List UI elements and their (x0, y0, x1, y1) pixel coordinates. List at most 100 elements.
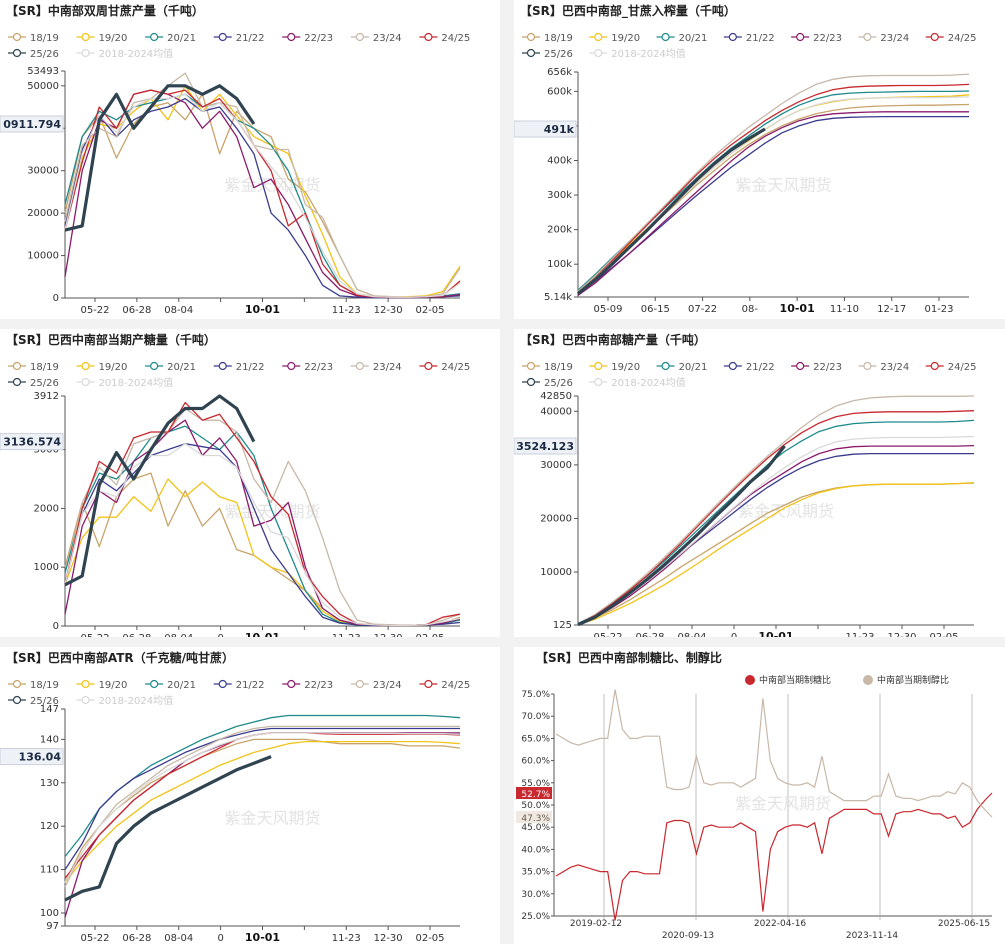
legend-label: 2018-2024均值 (99, 376, 174, 389)
current-value-box (516, 787, 552, 800)
chart-title: 【SR】巴西中南部糖产量（千吨） (520, 333, 706, 347)
chart-svg-cane-crush: 18/19 19/20 20/21 21/22 22/23 23/24 24/25 25/26… (514, 32, 977, 315)
legend-label: 2018-2024均值 (99, 694, 174, 707)
legend-label: 2018-2024均值 (99, 47, 174, 60)
legend-marker (12, 32, 22, 42)
y-tick-label: 55.0% (521, 779, 550, 789)
x-tick-label: 06-28 (122, 633, 151, 637)
legend-marker (863, 675, 873, 685)
legend-label: 19/20 (611, 33, 640, 44)
series-line (64, 755, 272, 902)
current-value-box (0, 748, 64, 766)
y-tick-label: 125 (553, 620, 572, 631)
legend-marker (661, 32, 670, 42)
legend-label: 18/19 (544, 33, 573, 44)
legend-label: 22/23 (304, 362, 333, 373)
legend-label: 20/21 (167, 33, 196, 44)
series-line (64, 93, 461, 298)
x-tick-label: 05-22 (80, 633, 109, 637)
legend-label: 25/26 (30, 49, 59, 60)
x-tick-label: 05-22 (80, 933, 109, 944)
x-tick-label: 05-22 (80, 305, 109, 316)
legend-marker (594, 361, 603, 371)
series-line (576, 127, 766, 295)
series-line (64, 419, 461, 627)
series-line (577, 115, 969, 295)
legend-marker (81, 377, 90, 387)
current-value-label: 0911.794 (3, 118, 61, 131)
legend-label: 23/24 (880, 362, 909, 373)
current-value-label: 52.7% (521, 790, 550, 800)
legend-label: 20/21 (679, 362, 708, 373)
x-tick-label: 08-04 (164, 933, 193, 944)
legend-label: 22/23 (813, 362, 842, 373)
chart-title: 【SR】中南部双周甘蔗产量（千吨） (6, 4, 204, 18)
y-tick-label: 30000 (540, 460, 572, 471)
x-tick-label: 08-04 (164, 305, 193, 316)
series-line (577, 481, 975, 626)
watermark: 紫金天风期货 (735, 176, 831, 195)
chart-title: 【SR】巴西中南部_甘蔗入榨量（千吨） (520, 4, 736, 18)
legend-marker (594, 32, 603, 42)
y-tick-label: 130 (40, 778, 59, 789)
row-divider-1 (0, 319, 1005, 329)
legend-marker (355, 361, 364, 371)
legend-label: 24/25 (948, 33, 977, 44)
x-tick-label: 0 (217, 633, 223, 637)
legend-label: 24/25 (441, 680, 470, 691)
series-line (64, 472, 461, 627)
series-line (64, 93, 461, 298)
chart-panel-sugar-total: 【SR】巴西中南部糖产量（千吨） 18/19 19/20 20/21 21/22 22/… (514, 329, 1005, 637)
y-tick-label: 35.0% (521, 868, 550, 878)
legend-label: 21/22 (746, 33, 775, 44)
y-tick-label: 300k (547, 190, 572, 201)
x-tick-label: 2022-04-16 (754, 919, 807, 929)
chart-panel-sugar-period: 【SR】巴西中南部当期产糖量（千吨） 18/19 19/20 20/21 21/22 2… (0, 329, 500, 637)
y-tick-label: 400k (547, 155, 572, 166)
y-tick-label: 10000 (540, 567, 572, 578)
chart-title: 【SR】巴西中南部当期产糖量（千吨） (6, 333, 216, 347)
series-line (64, 97, 461, 299)
series-line (577, 73, 970, 292)
watermark: 紫金天风期货 (735, 794, 831, 813)
y-tick-label: 20000 (540, 513, 572, 524)
legend-marker (863, 361, 872, 371)
legend-label: 21/22 (746, 362, 775, 373)
y-tick-label: 97 (46, 921, 59, 932)
y-tick-label: 42850 (540, 391, 572, 402)
legend-label: 2018-2024均值 (611, 376, 686, 389)
x-tick-label: 2023-11-14 (846, 931, 899, 941)
x-tick-label: 0 (731, 632, 737, 637)
series-line (577, 452, 974, 625)
chart-panel-cane-crush: 【SR】巴西中南部_甘蔗入榨量（千吨） 18/19 19/20 20/21 21/22… (514, 0, 1005, 319)
y-tick-label: 40.0% (521, 845, 550, 855)
series-line (64, 727, 460, 870)
y-tick-label: 65.0% (521, 734, 550, 744)
y-tick-label: 120 (40, 821, 59, 832)
y-tick-label: 140 (40, 734, 59, 745)
legend-marker (81, 48, 90, 58)
y-tick-label: 20000 (27, 208, 59, 219)
x-tick-label: 05-09 (593, 304, 622, 315)
legend-marker (661, 361, 670, 371)
legend-marker (526, 377, 536, 387)
legend-label: 2018-2024均值 (611, 47, 686, 60)
y-tick-label: 50000 (27, 81, 59, 92)
legend-marker (218, 679, 227, 689)
legend-label: 18/19 (30, 33, 59, 44)
series-line (577, 395, 975, 625)
legend-label: 22/23 (813, 33, 842, 44)
legend-marker (728, 32, 737, 42)
y-tick-label: 50.0% (521, 801, 550, 811)
legend-label: 20/21 (167, 362, 196, 373)
current-value-label: 491k (544, 123, 575, 136)
y-tick-label: 600k (547, 86, 572, 97)
x-tick-label: 2025-06-15 (938, 919, 990, 929)
y-tick-label: 200k (547, 225, 572, 236)
y-tick-label: 10000 (27, 251, 59, 262)
series-line (577, 410, 975, 625)
watermark: 紫金天风期货 (224, 176, 320, 195)
legend-marker (81, 361, 90, 371)
legend-label: 20/21 (679, 33, 708, 44)
chart-svg-sugar-total: 18/19 19/20 20/21 21/22 22/23 23/24 24/25 25/26… (514, 361, 977, 637)
